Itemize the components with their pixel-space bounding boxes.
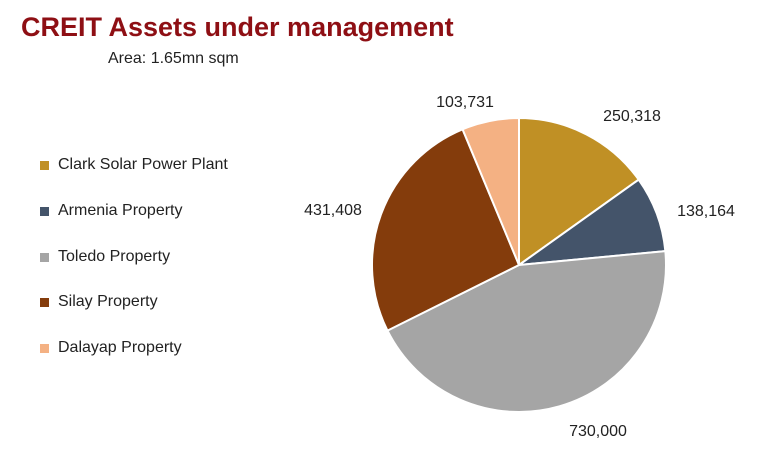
legend-label: Silay Property (58, 293, 158, 310)
legend-item: Toledo Property (40, 247, 170, 267)
legend-swatch (40, 343, 49, 353)
chart-title: CREIT Assets under management (21, 12, 454, 42)
data-label: 103,731 (436, 94, 494, 111)
legend-swatch (40, 160, 49, 170)
data-label: 730,000 (569, 423, 627, 440)
pie-slice-silay-property (371, 127, 521, 332)
legend-label: Armenia Property (58, 202, 183, 219)
legend-item: Armenia Property (40, 201, 183, 221)
legend-swatch (40, 252, 49, 262)
legend-label: Dalayap Property (58, 339, 182, 356)
pie-slice-dalayap-property (461, 116, 520, 266)
data-label: 138,164 (677, 203, 735, 220)
pie-slice-toledo-property (386, 250, 667, 413)
chart-subtitle: Area: 1.65mn sqm (108, 50, 239, 67)
data-label: 431,408 (304, 202, 362, 219)
legend-item: Clark Solar Power Plant (40, 155, 228, 175)
legend-item: Silay Property (40, 292, 158, 312)
legend-item: Dalayap Property (40, 338, 182, 358)
pie-slice-clark-solar-power-plant (518, 116, 641, 267)
legend-swatch (40, 206, 49, 216)
legend-label: Clark Solar Power Plant (58, 156, 228, 173)
legend-label: Toledo Property (58, 248, 171, 265)
legend-swatch (40, 297, 49, 307)
data-label: 250,318 (603, 108, 661, 125)
